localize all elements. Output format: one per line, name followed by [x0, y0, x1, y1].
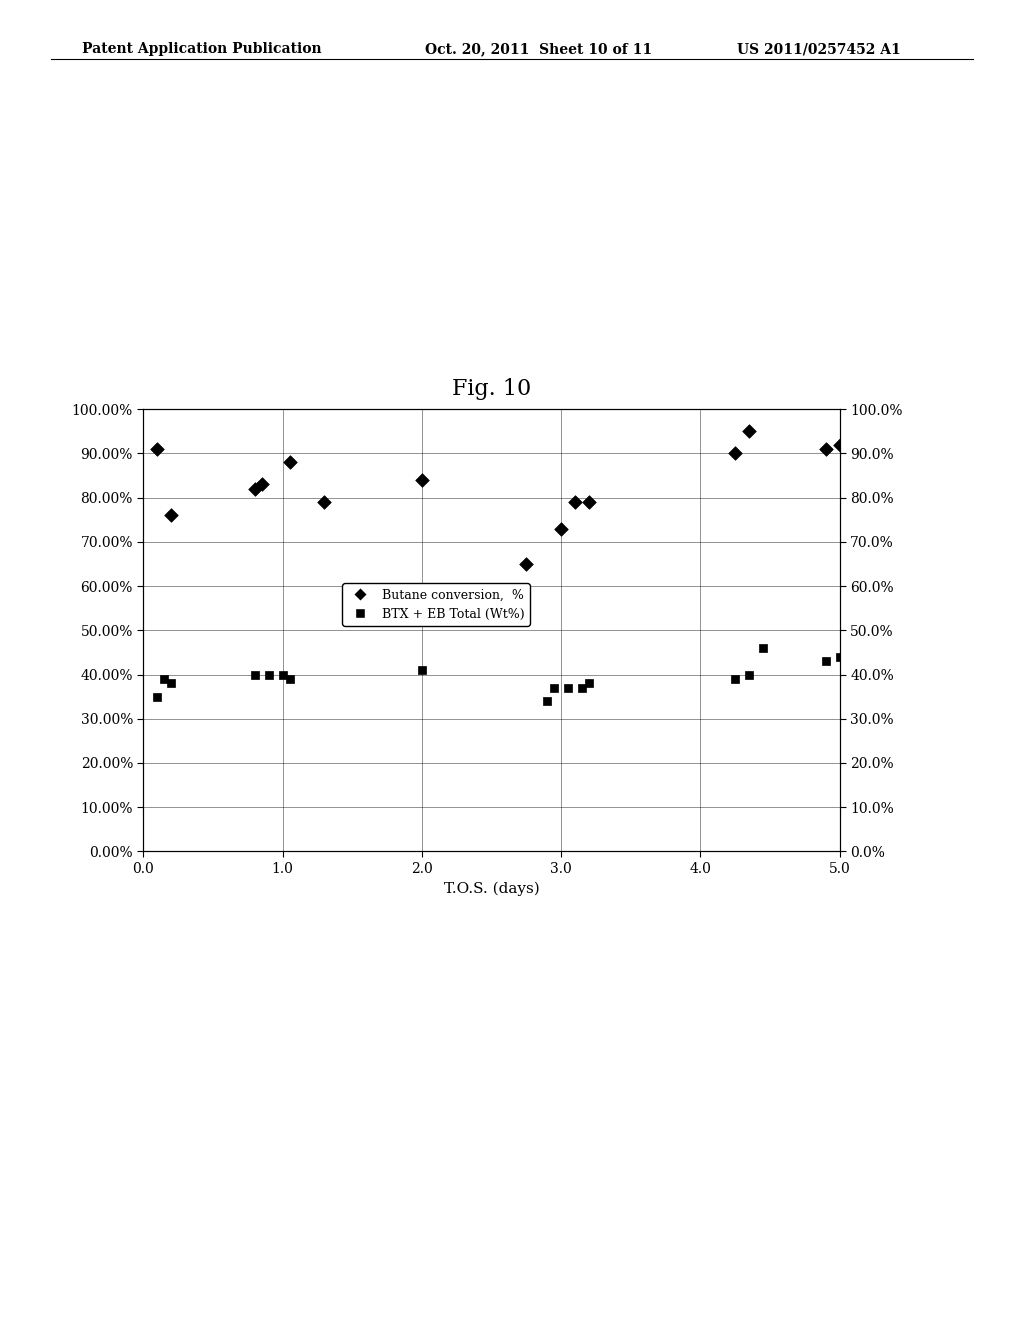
- Point: [553, 517, 569, 539]
- Point: [518, 553, 535, 574]
- Text: Patent Application Publication: Patent Application Publication: [82, 42, 322, 57]
- Point: [274, 664, 291, 685]
- Point: [573, 677, 590, 698]
- Point: [741, 421, 758, 442]
- Text: US 2011/0257452 A1: US 2011/0257452 A1: [737, 42, 901, 57]
- Point: [539, 690, 555, 711]
- X-axis label: T.O.S. (days): T.O.S. (days): [443, 882, 540, 896]
- Point: [581, 491, 597, 512]
- Point: [247, 664, 263, 685]
- Point: [755, 638, 771, 659]
- Title: Fig. 10: Fig. 10: [452, 379, 531, 400]
- Point: [163, 673, 179, 694]
- Point: [831, 647, 848, 668]
- Point: [247, 478, 263, 499]
- Point: [150, 438, 166, 459]
- Point: [727, 668, 743, 689]
- Point: [282, 451, 298, 473]
- Point: [156, 668, 172, 689]
- Point: [560, 677, 577, 698]
- Point: [581, 673, 597, 694]
- Point: [150, 686, 166, 708]
- Point: [727, 444, 743, 465]
- Point: [254, 474, 270, 495]
- Legend: Butane conversion,  %, BTX + EB Total (Wt%): Butane conversion, %, BTX + EB Total (Wt…: [342, 583, 529, 626]
- Point: [260, 664, 276, 685]
- Point: [414, 470, 430, 491]
- Point: [831, 434, 848, 455]
- Point: [817, 651, 834, 672]
- Point: [741, 664, 758, 685]
- Point: [316, 491, 333, 512]
- Point: [817, 438, 834, 459]
- Text: Oct. 20, 2011  Sheet 10 of 11: Oct. 20, 2011 Sheet 10 of 11: [425, 42, 652, 57]
- Point: [282, 668, 298, 689]
- Point: [567, 491, 584, 512]
- Point: [546, 677, 562, 698]
- Point: [163, 504, 179, 525]
- Point: [414, 660, 430, 681]
